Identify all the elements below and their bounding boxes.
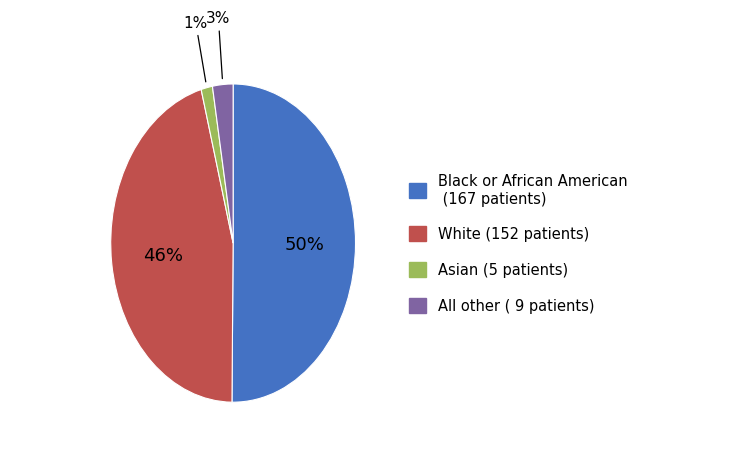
Wedge shape — [202, 87, 233, 244]
Wedge shape — [232, 85, 356, 402]
Text: 50%: 50% — [284, 235, 324, 253]
Text: 46%: 46% — [143, 246, 183, 264]
Text: 3%: 3% — [206, 11, 231, 79]
Wedge shape — [111, 90, 233, 402]
Legend: Black or African American
 (167 patients), White (152 patients), Asian (5 patien: Black or African American (167 patients)… — [408, 174, 627, 313]
Text: 1%: 1% — [183, 16, 208, 83]
Wedge shape — [212, 85, 233, 244]
